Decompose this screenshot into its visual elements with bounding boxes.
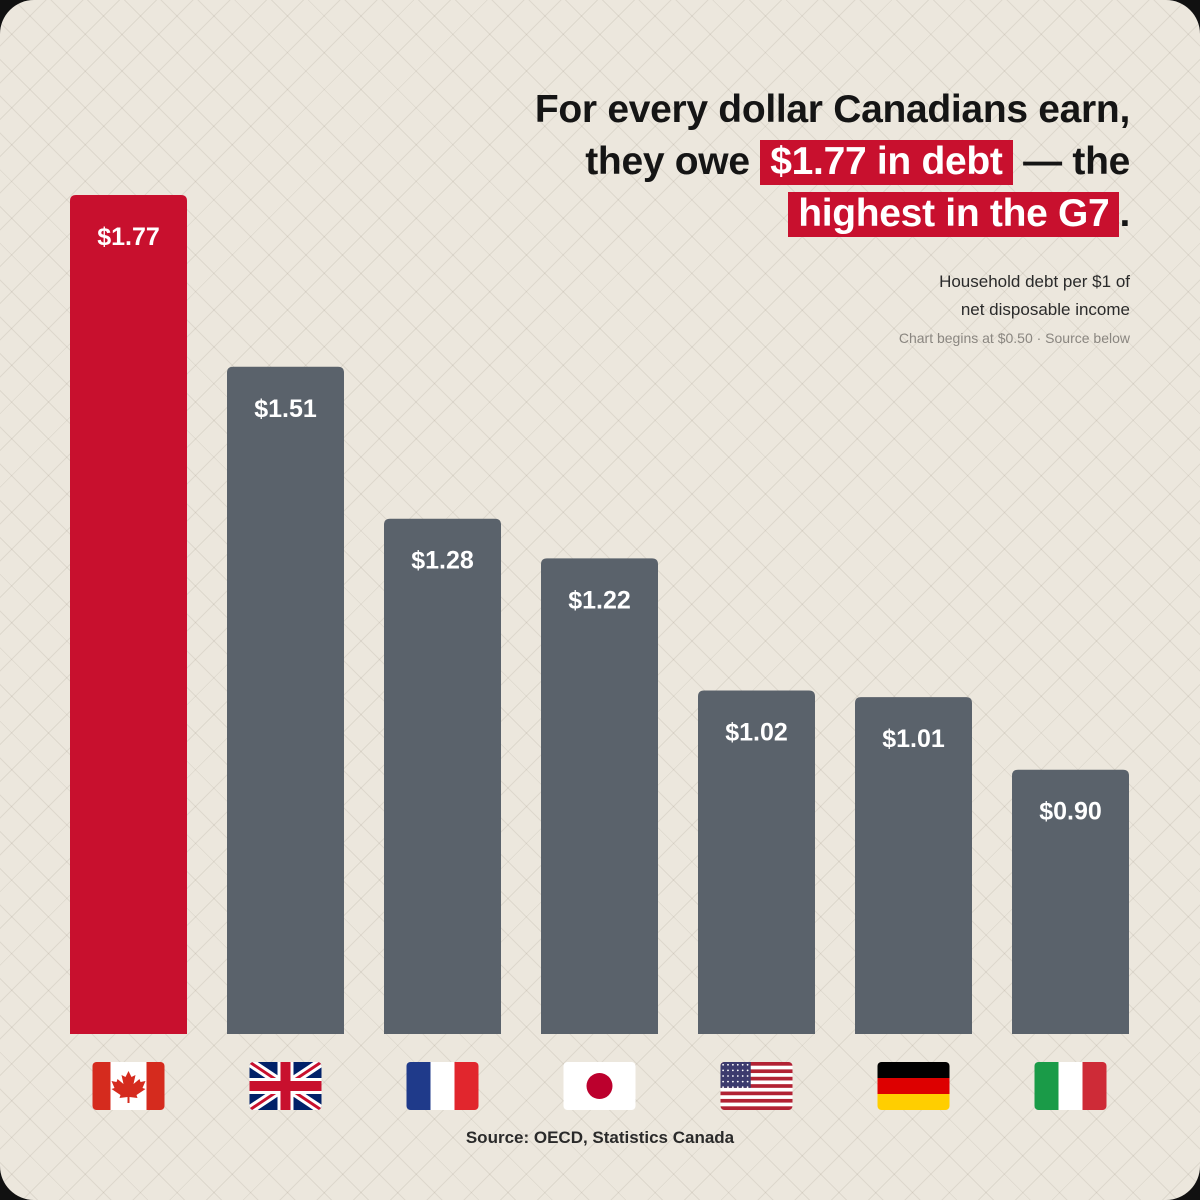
bar-france <box>384 518 501 1034</box>
bar-value-label: $0.90 <box>1039 798 1102 826</box>
headline: For every dollar Canadians earn, they ow… <box>450 84 1130 240</box>
bar-united-states <box>698 690 815 1034</box>
japan-flag-icon <box>563 1062 636 1110</box>
usa-flag-icon <box>720 1062 793 1110</box>
headline-line-1: For every dollar Canadians earn, <box>534 88 1130 131</box>
canada-flag-icon <box>92 1062 165 1110</box>
bar-germany <box>855 697 972 1034</box>
bar-japan <box>541 558 658 1034</box>
headline-line-3: highest in the G7. <box>450 188 1130 240</box>
subtitle-line-1: Household debt per $1 of <box>939 272 1130 291</box>
bar-canada <box>70 195 187 1034</box>
flags-group <box>92 1062 1107 1110</box>
germany-flag-icon <box>877 1062 950 1110</box>
bar-italy <box>1012 769 1129 1034</box>
italy-flag-icon <box>1034 1062 1107 1110</box>
headline-line-2-pre: they owe <box>585 140 761 183</box>
bar-value-label: $1.51 <box>254 395 317 423</box>
headline-highlight-g7: highest in the G7 <box>788 192 1120 237</box>
chart-subtitle: Household debt per $1 of net disposable … <box>730 268 1130 324</box>
subtitle-line-2: net disposable income <box>960 300 1130 319</box>
source-credit: Source: OECD, Statistics Canada <box>465 1128 735 1147</box>
chart-note: Chart begins at $0.50 · Source below <box>898 330 1130 346</box>
bars-group: $1.77 $1.51 $1.28 $1.22 $1.02 $1.01 $0.90 <box>70 195 1129 1034</box>
bar-united-kingdom <box>227 366 344 1034</box>
headline-line-2-post: — the <box>1012 140 1130 183</box>
bar-value-label: $1.01 <box>882 725 945 753</box>
bar-value-label: $1.22 <box>568 586 631 614</box>
france-flag-icon <box>406 1062 479 1110</box>
headline-line-3-post: . <box>1119 192 1130 235</box>
uk-flag-icon <box>249 1062 322 1110</box>
headline-highlight-debt: $1.77 in debt <box>760 140 1013 185</box>
bar-value-label: $1.77 <box>97 223 160 251</box>
bar-value-label: $1.02 <box>725 718 788 746</box>
bar-value-label: $1.28 <box>411 547 474 575</box>
headline-line-2: they owe $1.77 in debt — the <box>450 136 1130 188</box>
